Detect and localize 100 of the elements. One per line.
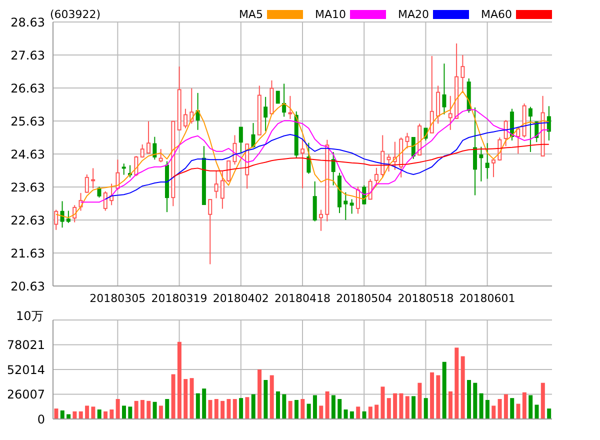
candlestick — [528, 106, 532, 153]
legend-label: MA10 — [314, 8, 346, 21]
bar — [350, 411, 354, 419]
bar — [473, 382, 478, 419]
bar — [128, 406, 132, 419]
y-tick-label: 21.63 — [10, 246, 45, 260]
x-tick-label: 20180319 — [151, 292, 208, 305]
bar — [485, 400, 490, 419]
candlestick — [54, 209, 58, 230]
bar — [412, 396, 416, 419]
candlestick — [288, 95, 292, 120]
bar — [386, 398, 391, 419]
bar — [220, 400, 225, 419]
bar — [276, 391, 280, 419]
bar — [312, 395, 317, 419]
bar — [152, 402, 157, 419]
candlestick — [226, 160, 231, 183]
bar — [300, 399, 305, 419]
candlestick — [152, 136, 157, 160]
bar — [325, 391, 330, 419]
candlestick — [448, 95, 452, 130]
bar — [393, 393, 398, 419]
bar — [504, 394, 508, 419]
candlestick — [72, 204, 77, 223]
candlestick — [380, 134, 385, 178]
bar — [510, 398, 514, 419]
bar — [356, 406, 360, 419]
bar — [282, 394, 286, 419]
candlestick — [84, 174, 89, 194]
candlestick — [485, 142, 490, 180]
candlestick — [460, 54, 465, 94]
bar — [140, 400, 144, 419]
candlestick — [116, 159, 120, 190]
bar — [454, 348, 459, 419]
bar — [202, 388, 206, 419]
bar — [344, 409, 348, 419]
bar — [479, 393, 484, 419]
bar — [116, 399, 120, 419]
candlestick — [103, 190, 108, 212]
bar — [319, 406, 324, 419]
bar — [516, 404, 520, 419]
legend-label: MA60 — [480, 8, 512, 21]
bar — [66, 414, 71, 419]
bar — [460, 356, 465, 419]
bar — [540, 382, 545, 419]
y-tick-label: 26.63 — [10, 81, 45, 96]
bar — [380, 386, 385, 419]
candlestick — [312, 180, 317, 222]
bar — [436, 375, 440, 419]
candlestick — [344, 192, 348, 220]
bar — [405, 396, 410, 419]
bar — [368, 406, 372, 419]
legend-label: MA5 — [238, 8, 263, 21]
bar — [245, 397, 250, 419]
candlestick — [97, 186, 102, 198]
candlestick — [492, 159, 496, 178]
bar — [528, 395, 533, 419]
candlestick — [276, 90, 280, 104]
candlestick — [473, 106, 478, 196]
candlestick — [60, 200, 64, 228]
x-tick-label: 20180305 — [90, 292, 146, 305]
x-tick-label: 20180418 — [274, 292, 330, 305]
candlestick — [331, 152, 336, 186]
y-axis-title: 10万 — [16, 308, 44, 325]
bar — [97, 409, 102, 419]
bar — [448, 391, 453, 419]
y-tick-label: 20.63 — [10, 279, 45, 294]
chart-title: (603922) — [50, 8, 101, 21]
y-tick-label: 27.63 — [10, 48, 45, 62]
candlestick — [238, 126, 243, 153]
bar — [110, 409, 114, 419]
x-tick-label: 20180402 — [212, 292, 269, 305]
candlestick — [479, 146, 484, 182]
bar — [196, 393, 200, 419]
bar — [190, 378, 194, 419]
bar — [442, 362, 446, 419]
bar — [134, 400, 138, 419]
y-tick-label: 26007 — [6, 388, 45, 402]
bar — [294, 400, 298, 419]
bar — [492, 406, 496, 419]
candlestick — [220, 170, 224, 210]
candlestick — [140, 144, 144, 158]
bar — [399, 393, 404, 419]
candlestick — [66, 210, 70, 224]
bar — [498, 399, 502, 419]
candlestick — [405, 132, 410, 149]
bar — [338, 399, 342, 419]
candlestick — [146, 120, 151, 154]
candlestick — [546, 106, 551, 141]
y-tick-label: 28.63 — [10, 15, 45, 30]
bar — [146, 400, 151, 419]
candlestick — [214, 170, 218, 199]
bar — [251, 394, 256, 419]
candlestick — [208, 199, 212, 265]
bar — [466, 380, 471, 419]
y-tick-label: 23.63 — [10, 180, 45, 194]
bar — [208, 400, 212, 419]
candlestick — [430, 55, 434, 134]
x-tick-label: 20180504 — [336, 292, 392, 305]
bar — [104, 411, 108, 419]
